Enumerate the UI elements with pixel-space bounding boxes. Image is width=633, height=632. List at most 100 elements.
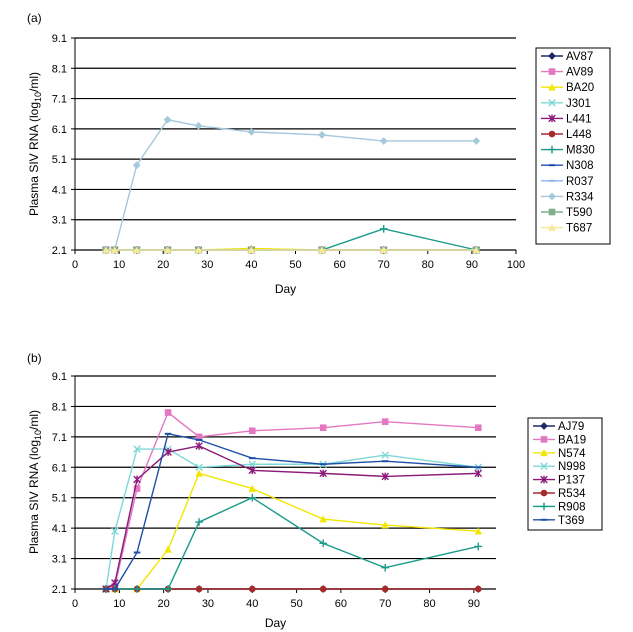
data-point: [247, 127, 256, 136]
data-point: [318, 131, 326, 139]
legend-entry: J301: [541, 98, 591, 110]
legend-entry: AV89: [541, 67, 593, 79]
x-tick-label: 60: [335, 598, 347, 610]
legend-entry: R334: [541, 191, 594, 203]
y-tick-label: 5.1: [52, 154, 67, 166]
legend-marker: [548, 83, 556, 91]
x-tick-label: 20: [158, 598, 170, 610]
data-point: [474, 527, 483, 535]
legend-marker: [548, 114, 556, 123]
y-tick-label: 4.1: [52, 523, 67, 535]
data-point: [247, 246, 256, 254]
legend-entry: N998: [533, 461, 586, 473]
legend-marker: [548, 68, 556, 75]
legend-marker: [540, 449, 548, 457]
data-point: [248, 493, 257, 502]
x-tick-label: 0: [72, 259, 78, 271]
series-T687: [102, 246, 481, 254]
series-line: [105, 448, 479, 590]
data-point: [194, 246, 203, 254]
series-R334: [101, 115, 481, 254]
series-R908: [102, 493, 483, 593]
legend-label: R037: [566, 176, 594, 188]
panel-label: (a): [27, 11, 42, 25]
data-point: [195, 442, 203, 450]
data-point: [195, 585, 203, 593]
x-tick-label: 30: [201, 259, 213, 271]
panel-a-chart: (a) 2.1 3.1 4.1 5.1 6.1 7.1 8.1 9.1 0 10 20 30 40 50 60…: [27, 11, 611, 296]
legend-label: P137: [558, 475, 585, 487]
y-tick-label: 4.1: [52, 184, 67, 196]
legend-entry: M830: [541, 145, 595, 157]
legend-entry: L448: [541, 129, 592, 141]
legend-label: M830: [566, 145, 595, 157]
series-T369: [102, 432, 482, 590]
data-point: [381, 472, 390, 481]
legend-entry: R534: [533, 488, 586, 500]
legend-marker: [540, 436, 548, 443]
series-line: [105, 228, 477, 251]
data-point: [319, 515, 327, 523]
legend-label: J301: [566, 98, 591, 110]
x-tick-label: 50: [289, 259, 301, 271]
legend-marker: [540, 502, 548, 511]
data-point: [133, 445, 141, 453]
data-point: [195, 469, 203, 477]
legend-entry: N308: [541, 160, 594, 172]
legend-marker: [548, 145, 556, 154]
data-point: [195, 433, 203, 441]
legend-marker: [548, 99, 556, 107]
legend-marker: [548, 192, 556, 201]
legend-marker: [548, 223, 556, 231]
x-tick-label: 90: [468, 598, 480, 610]
data-point: [381, 418, 389, 425]
data-point: [133, 475, 141, 484]
legend-entry: BA20: [541, 82, 594, 94]
legend-label: BA20: [566, 82, 594, 94]
legend-marker: [540, 422, 548, 430]
data-point: [319, 585, 327, 593]
data-point: [248, 484, 257, 492]
series-line: [105, 411, 479, 590]
series-BA20: [102, 244, 481, 254]
x-tick-label: 70: [379, 598, 391, 610]
x-tick-label: 0: [72, 598, 78, 610]
data-point: [132, 161, 141, 170]
legend-label: BA19: [558, 434, 586, 446]
y-tick-label: 9.1: [52, 371, 67, 383]
data-point: [163, 246, 172, 254]
legend-label: AV89: [566, 67, 593, 79]
legend-label: N308: [566, 160, 594, 172]
data-point: [163, 115, 172, 124]
x-tick-label: 80: [422, 259, 434, 271]
legend-marker: [540, 475, 548, 484]
data-point: [248, 585, 256, 593]
data-point: [248, 466, 257, 475]
data-point: [111, 527, 119, 535]
data-point: [133, 585, 141, 593]
data-point: [379, 137, 388, 145]
y-tick-label: 2.1: [52, 584, 67, 596]
data-point: [381, 521, 390, 529]
x-axis-label: Day: [265, 616, 286, 630]
legend-marker: [540, 489, 548, 497]
panel-label: (b): [27, 351, 42, 365]
y-tick-label: 6.1: [52, 462, 67, 474]
legend-label: N998: [558, 461, 586, 473]
legend-entry: R908: [533, 501, 586, 513]
legend-entry: T369: [533, 515, 584, 527]
x-tick-label: 40: [246, 598, 258, 610]
y-axis-label: Plasma SIV RNA (log10/ml): [27, 72, 43, 216]
data-point: [164, 585, 172, 593]
data-point: [110, 246, 119, 254]
legend-entry: BA19: [533, 434, 586, 446]
data-point: [379, 246, 388, 254]
series-line: [106, 496, 479, 590]
series-N574: [102, 469, 483, 593]
data-point: [381, 451, 390, 459]
series-P137: [102, 442, 483, 593]
y-tick-label: 7.1: [52, 94, 67, 106]
data-point: [102, 246, 110, 254]
